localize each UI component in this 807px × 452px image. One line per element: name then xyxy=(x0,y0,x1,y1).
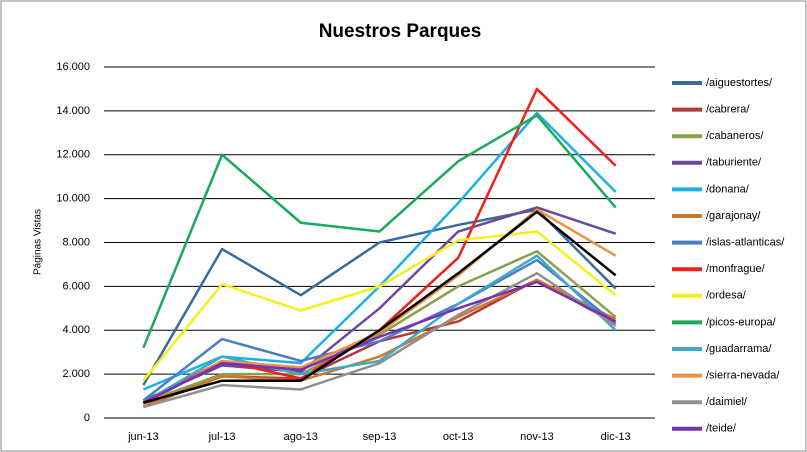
x-tick-label: dic-13 xyxy=(601,431,631,443)
legend-label: /guadarrama/ xyxy=(706,343,772,355)
series-line xyxy=(142,254,617,404)
y-tick-label: 14.000 xyxy=(56,105,90,117)
series-line xyxy=(142,258,617,402)
y-tick-label: 8.000 xyxy=(62,236,90,248)
y-tick-label: 4.000 xyxy=(62,324,90,336)
legend-label: /cabrera/ xyxy=(706,104,750,116)
series-line xyxy=(143,271,617,409)
x-tick-label: oct-13 xyxy=(443,431,474,443)
series-line xyxy=(142,250,617,404)
legend-label: /daimiel/ xyxy=(706,396,748,408)
chart-title: Nuestros Parques xyxy=(319,21,482,42)
series-line xyxy=(142,230,617,382)
legend-label: /teide/ xyxy=(706,423,737,435)
x-tick-label: jul-13 xyxy=(208,431,236,443)
series-line xyxy=(142,206,617,402)
legend-label: /monfrague/ xyxy=(706,263,766,275)
y-tick-label: 6.000 xyxy=(62,280,90,292)
y-axis-label: Páginas Vistas xyxy=(33,209,44,275)
legend-label: /ordesa/ xyxy=(706,290,747,302)
x-tick-label: sep-13 xyxy=(363,431,397,443)
legend-label: /cabaneros/ xyxy=(706,130,764,142)
y-tick-label: 16.000 xyxy=(56,61,90,73)
x-tick-label: nov-13 xyxy=(520,431,554,443)
series-line xyxy=(142,114,617,349)
x-tick-label: jun-13 xyxy=(127,431,159,443)
legend-label: /garajonay/ xyxy=(706,210,761,222)
legend-label: /sierra-nevada/ xyxy=(706,370,780,382)
series-line xyxy=(142,278,617,409)
series-line xyxy=(143,210,617,404)
series-line xyxy=(142,280,617,404)
legend-label: /taburiente/ xyxy=(706,157,762,169)
legend-label: /islas-atlanticas/ xyxy=(706,237,785,249)
legend-label: /picos-europa/ xyxy=(706,316,777,328)
y-tick-label: 10.000 xyxy=(56,193,90,205)
y-tick-label: 0 xyxy=(84,412,90,424)
y-tick-label: 2.000 xyxy=(62,368,90,380)
x-tick-label: ago-13 xyxy=(284,431,318,443)
legend-label: /donana/ xyxy=(706,183,750,195)
legend-label: /aiguestortes/ xyxy=(706,77,773,89)
series-line xyxy=(142,208,617,406)
y-tick-label: 12.000 xyxy=(56,149,90,161)
